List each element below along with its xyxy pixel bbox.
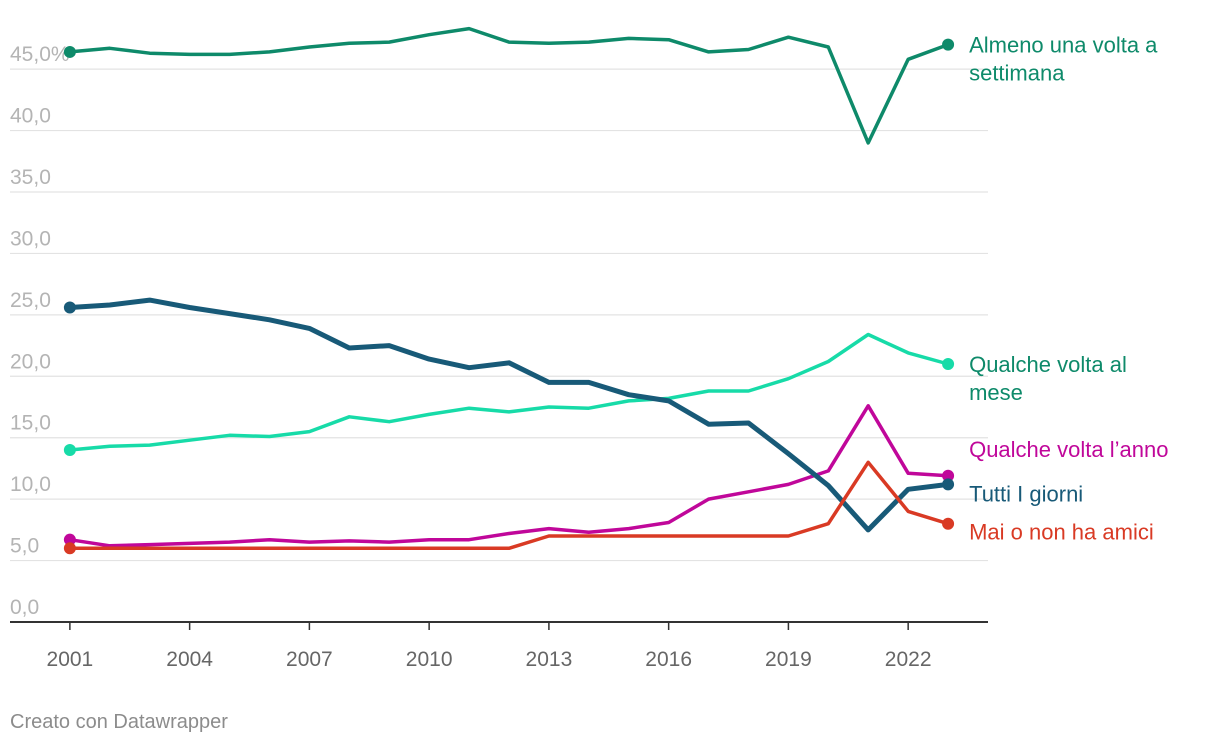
series-start-dot: [63, 301, 76, 314]
x-tick-label: 2007: [286, 648, 333, 671]
series-lines: [63, 26, 955, 555]
series-label-qualche-volta-l-anno: Qualche volta l’anno: [969, 437, 1168, 462]
series-label-qualche-volta-al-mese: Qualche volta al mese: [969, 352, 1127, 405]
y-tick-label: 40,0: [10, 105, 51, 128]
gridlines: [10, 68, 988, 623]
series-label-tutti-i-giorni: Tutti I giorni: [969, 481, 1083, 506]
x-tick-label: 2010: [406, 648, 453, 671]
x-tick-label: 2022: [885, 648, 932, 671]
y-tick-label: 45,0%: [10, 43, 70, 66]
y-tick-label: 10,0: [10, 473, 51, 496]
y-tick-label: 5,0: [10, 535, 39, 558]
x-tick-label: 2013: [526, 648, 573, 671]
series-end-dot: [942, 478, 955, 491]
series-start-dot: [63, 444, 76, 456]
series-line-qualche-volta-al-mese: [68, 332, 950, 452]
series-start-dot: [63, 542, 76, 555]
series-end-dot: [942, 469, 955, 482]
series-line-almeno-una-volta-a-settimana: [68, 26, 950, 145]
series-line-qualche-volta-l-anno: [68, 404, 950, 548]
y-tick-label: 20,0: [10, 350, 51, 373]
footer-credit: Creato con Datawrapper: [10, 711, 228, 733]
y-tick-label: 30,0: [10, 227, 51, 250]
y-tick-label: 25,0: [10, 289, 51, 312]
series-label-mai-o-non-ha-amici: Mai o non ha amici: [969, 520, 1154, 545]
x-tick-label: 2016: [645, 648, 692, 671]
series-start-dot: [63, 45, 76, 58]
series-line-mai-o-non-ha-amici: [68, 460, 950, 551]
series-labels: Almeno una volta a settimana Qualche volta…: [969, 33, 1168, 545]
series-line-tutti-i-giorni: [67, 297, 951, 533]
series-end-dot: [942, 517, 955, 530]
x-tick-label: 2019: [765, 648, 812, 671]
series-end-dot: [942, 38, 955, 51]
x-tick-label: 2004: [166, 648, 213, 671]
x-axis-ticks: 2001 2004 2007 2010 2013 2016 2019 2022: [47, 622, 932, 671]
x-tick-label: 2001: [47, 648, 94, 671]
series-start-dot: [63, 533, 76, 546]
y-tick-label: 35,0: [10, 166, 51, 189]
y-tick-label: 15,0: [10, 412, 51, 435]
series-end-dot: [942, 358, 955, 370]
series-label-almeno-una-volta-a-settimana: Almeno una volta a settimana: [969, 33, 1158, 86]
y-tick-label: 0,0: [10, 596, 39, 619]
y-axis-ticks: 0,0 5,0 10,0 15,0 20,0 25,0 30,0 35,0 40,0 45,0%: [10, 43, 70, 619]
